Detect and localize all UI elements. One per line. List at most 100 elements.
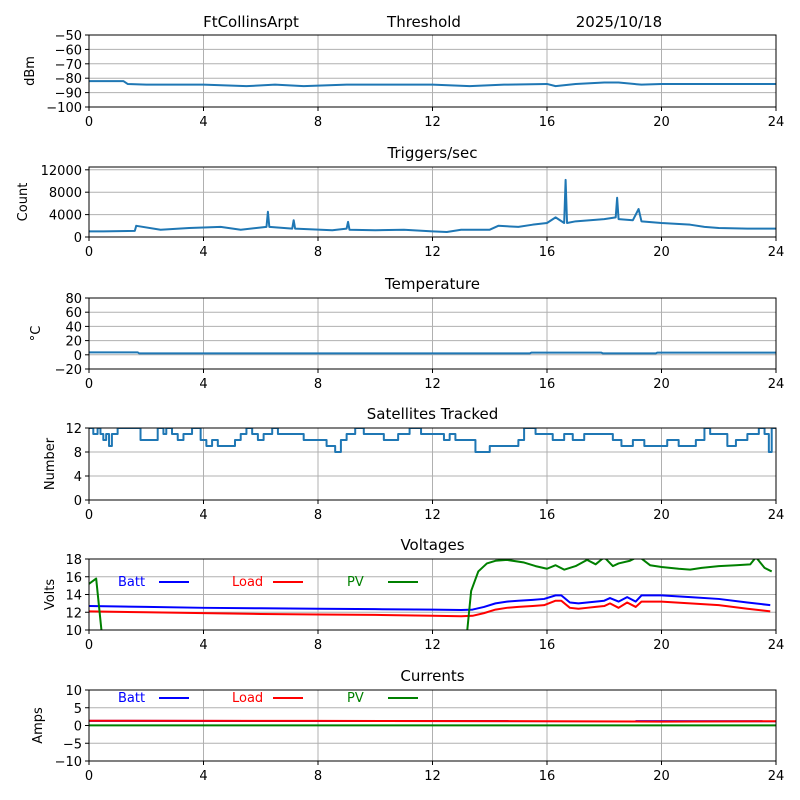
y-tick-label: −5: [63, 737, 82, 752]
panel-currents: 0 4 8 12 16 20 24 −10 −5 0 5 10 Currents Amps Batt Load…: [31, 667, 784, 784]
legend-label-batt: Batt: [118, 691, 145, 706]
series-satellites: [89, 428, 776, 453]
x-tick-label: 16: [539, 769, 556, 784]
x-tick-label: 20: [653, 638, 670, 653]
y-tick-label: 8000: [49, 186, 82, 201]
y-tick-label: 12000: [41, 164, 82, 179]
x-tick-label: 0: [85, 769, 93, 784]
y-tick-label: −20: [55, 363, 82, 378]
y-tick-label: 0: [74, 720, 82, 735]
panel-satellites: 0 4 8 12 16 20 24 0 4 8 12 Satellites Tracked Number: [43, 405, 784, 523]
y-tick-label: −50: [55, 29, 82, 44]
x-tick-label: 24: [768, 769, 785, 784]
header-date: 2025/10/18: [576, 13, 662, 31]
header-mode: Threshold: [386, 13, 461, 31]
x-tick-label: 16: [539, 377, 556, 392]
x-tick-label: 16: [539, 508, 556, 523]
series-batt: [89, 594, 771, 612]
x-tick-label: 24: [768, 638, 785, 653]
x-tick-label: 12: [424, 377, 441, 392]
series-temperature: [89, 351, 776, 355]
x-tick-label: 20: [653, 769, 670, 784]
legend-label-load: Load: [232, 691, 263, 706]
header-station: FtCollinsArpt: [203, 13, 299, 31]
x-tick-label: 20: [653, 115, 670, 130]
x-tick-label: 8: [314, 508, 322, 523]
x-tick-label: 20: [653, 377, 670, 392]
y-tick-label: 80: [65, 292, 82, 307]
y-axis-label: Count: [16, 183, 31, 222]
y-axis-label: Volts: [43, 579, 58, 611]
x-tick-label: 16: [539, 115, 556, 130]
y-tick-label: 18: [65, 553, 82, 568]
y-tick-label: −90: [55, 87, 82, 102]
y-tick-label: 10: [65, 624, 82, 639]
legend-label-load: Load: [232, 575, 263, 590]
x-tick-label: 12: [424, 508, 441, 523]
x-tick-label: 4: [199, 245, 207, 260]
y-tick-label: 12: [65, 606, 82, 621]
y-tick-label: 0: [74, 494, 82, 509]
x-tick-label: 8: [314, 377, 322, 392]
x-tick-label: 8: [314, 638, 322, 653]
x-tick-label: 4: [199, 769, 207, 784]
y-tick-label: −70: [55, 58, 82, 73]
y-tick-label: 0: [74, 349, 82, 364]
x-tick-label: 12: [424, 769, 441, 784]
series-triggers: [89, 178, 776, 233]
y-tick-label: 4: [74, 470, 82, 485]
x-tick-label: 12: [424, 638, 441, 653]
x-tick-label: 16: [539, 638, 556, 653]
x-tick-label: 4: [199, 508, 207, 523]
panel-threshold: 0 4 8 12 16 20 24 −100−90−80−70−60−50 dBm: [23, 29, 784, 130]
series-load: [89, 599, 771, 618]
x-tick-label: 24: [768, 377, 785, 392]
y-tick-label: 5: [74, 702, 82, 717]
x-tick-label: 12: [424, 245, 441, 260]
y-axis-label: Amps: [31, 707, 46, 744]
y-tick-label: 16: [65, 571, 82, 586]
x-tick-label: 4: [199, 377, 207, 392]
x-tick-label: 8: [314, 115, 322, 130]
x-tick-label: 12: [424, 115, 441, 130]
x-tick-label: 24: [768, 115, 785, 130]
y-tick-label: 0: [74, 231, 82, 246]
legend-label-batt: Batt: [118, 575, 145, 590]
y-tick-label: 10: [65, 684, 82, 699]
x-tick-label: 20: [653, 245, 670, 260]
series-load: [89, 719, 776, 723]
panel-title: Triggers/sec: [387, 144, 478, 162]
x-tick-label: 4: [199, 638, 207, 653]
y-tick-label: −10: [55, 755, 82, 770]
panel-title: Voltages: [400, 536, 464, 554]
y-tick-label: 8: [74, 446, 82, 461]
panel-title: Temperature: [384, 275, 480, 293]
series-threshold: [89, 80, 776, 88]
x-tick-label: 16: [539, 245, 556, 260]
panel-title: Satellites Tracked: [367, 405, 498, 423]
x-tick-label: 0: [85, 245, 93, 260]
y-tick-label: −100: [46, 101, 82, 116]
y-tick-label: 14: [65, 589, 82, 604]
y-tick-label: 12: [65, 422, 82, 437]
y-axis-label: °C: [29, 326, 44, 342]
x-tick-label: 20: [653, 508, 670, 523]
panel-triggers: 0 4 8 12 16 20 24 0 4000 8000 12000 Triggers/sec Cou…: [16, 144, 784, 260]
legend-label-pv: PV: [347, 691, 364, 706]
panel-voltages: 0 4 8 12 16 20 24 10 12 14 16 18 Voltages Volts Batt Lo…: [43, 536, 784, 653]
y-tick-label: −60: [55, 43, 82, 58]
series-pv: [89, 559, 773, 630]
y-tick-label: −80: [55, 72, 82, 87]
y-tick-label: 20: [65, 335, 82, 350]
x-tick-label: 24: [768, 508, 785, 523]
x-tick-label: 0: [85, 508, 93, 523]
x-tick-label: 0: [85, 377, 93, 392]
y-axis-label: dBm: [23, 56, 38, 86]
y-tick-label: 60: [65, 306, 82, 321]
x-tick-label: 8: [314, 769, 322, 784]
x-tick-label: 24: [768, 245, 785, 260]
panel-title: Currents: [400, 667, 464, 685]
y-tick-label: 40: [65, 320, 82, 335]
